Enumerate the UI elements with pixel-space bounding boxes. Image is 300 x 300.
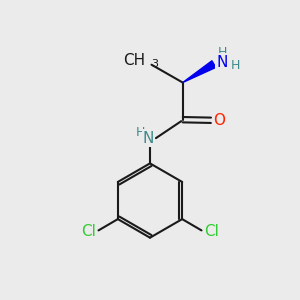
Text: H: H — [218, 46, 227, 59]
Text: Cl: Cl — [81, 224, 95, 239]
Text: H: H — [136, 126, 145, 139]
Text: O: O — [213, 113, 225, 128]
Text: CH: CH — [123, 53, 146, 68]
Text: N: N — [217, 55, 228, 70]
Text: 3: 3 — [151, 59, 158, 69]
Polygon shape — [183, 61, 216, 82]
Text: Cl: Cl — [205, 224, 219, 239]
Text: H: H — [231, 59, 240, 72]
Text: N: N — [143, 130, 154, 146]
